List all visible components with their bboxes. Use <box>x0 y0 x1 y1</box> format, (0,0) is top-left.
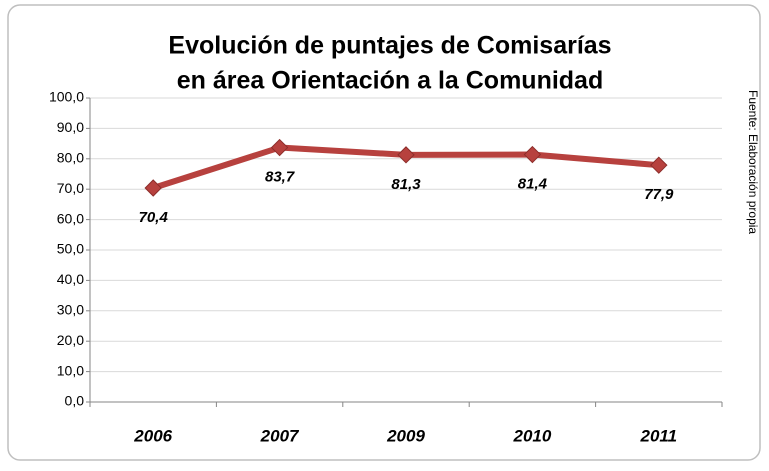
y-tick-label: 80,0 <box>57 150 84 166</box>
y-tick-label: 40,0 <box>57 271 84 287</box>
y-tick-label: 90,0 <box>57 119 84 135</box>
source-note: Fuente: Elaboración propia <box>746 90 760 234</box>
y-tick-label: 30,0 <box>57 302 84 318</box>
data-label: 77,9 <box>644 186 674 203</box>
x-tick-label: 2009 <box>386 426 425 445</box>
data-label: 83,7 <box>265 169 295 186</box>
point-marker <box>650 156 668 174</box>
x-tick-label: 2006 <box>133 426 172 445</box>
point-marker <box>397 146 415 164</box>
chart-frame <box>7 4 761 461</box>
point-marker <box>270 138 289 157</box>
y-tick-label: 60,0 <box>57 210 84 226</box>
y-tick-label: 20,0 <box>57 332 84 348</box>
x-tick-label: 2007 <box>260 426 300 445</box>
chart-title: en área Orientación a la Comunidad <box>177 67 604 95</box>
y-tick-label: 0,0 <box>65 393 85 409</box>
data-label: 81,4 <box>518 176 548 193</box>
x-tick-label: 2011 <box>640 426 678 445</box>
chart-title: Evolución de puntajes de Comisarías <box>168 32 611 60</box>
data-label: 81,3 <box>391 176 421 193</box>
y-tick-label: 50,0 <box>57 241 84 257</box>
point-marker <box>144 179 162 197</box>
y-tick-label: 100,0 <box>49 89 84 105</box>
point-marker <box>523 145 542 164</box>
data-label: 70,4 <box>139 209 169 226</box>
y-tick-label: 10,0 <box>57 362 84 378</box>
y-tick-label: 70,0 <box>57 180 84 196</box>
x-tick-label: 2010 <box>512 426 551 445</box>
